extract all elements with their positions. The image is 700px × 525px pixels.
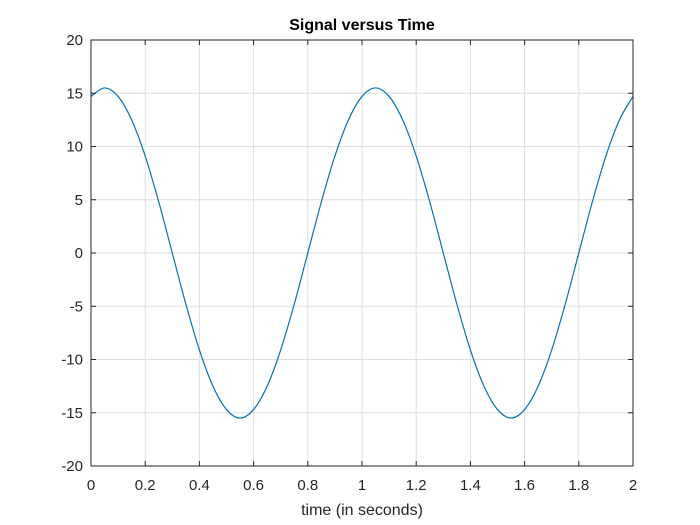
y-tick-label: 20 [66,32,83,49]
x-tick-label: 1 [358,477,366,494]
y-tick-label: -15 [61,405,83,422]
y-tick-label: 5 [75,192,83,209]
x-tick-label: 1.6 [514,477,535,494]
y-tick-label: 15 [66,85,83,102]
y-tick-label: -5 [70,298,83,315]
x-tick-label: 0.6 [243,477,264,494]
x-tick-label: 1.2 [406,477,427,494]
series-layer [90,87,634,419]
x-tick-label: 0.8 [297,477,318,494]
y-tick-label: 10 [66,139,83,156]
x-tick-label: 1.4 [460,477,481,494]
x-tick-label: 0.2 [135,477,156,494]
x-tick-label: 1.8 [568,477,589,494]
y-tick-label: 0 [75,245,83,262]
y-tick-label: -20 [61,458,83,475]
signal-line [90,87,634,419]
x-tick-label: 2 [629,477,637,494]
x-tick-label: 0.4 [189,477,210,494]
y-tick-label: -10 [61,352,83,369]
x-axis-label: time (in seconds) [301,502,423,519]
tick-layer: 0 0.2 0.4 0.6 0.8 1 1.2 1.4 1.6 1.8 2 -20 -15 -10 -5 0 5… [61,32,637,494]
chart-title: Signal versus Time [289,17,435,34]
x-tick-label: 0 [87,477,95,494]
